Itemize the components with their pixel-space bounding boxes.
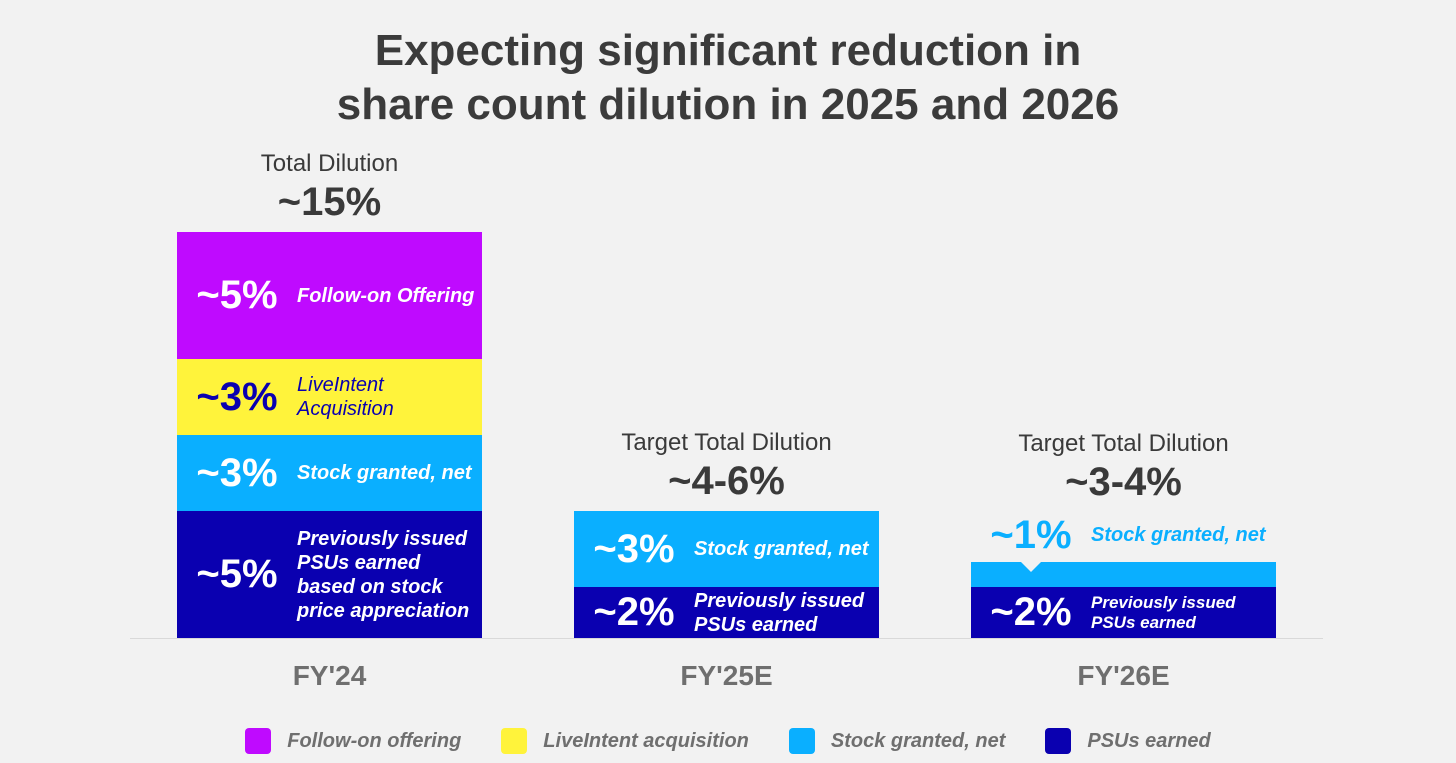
bar-segment: ~5% Previously issued PSUs earned based o… — [177, 511, 482, 638]
bar-segment: ~5% Follow-on Offering — [177, 232, 482, 359]
segment-value-label: ~2% — [990, 590, 1072, 634]
x-axis-baseline — [130, 638, 1323, 639]
bar-segment: ~2% Previously issued PSUs earned — [971, 587, 1276, 638]
segment-value-label: ~5% — [196, 273, 278, 317]
x-tick-label: FY'24 — [292, 660, 367, 691]
legend-swatch — [1045, 728, 1072, 754]
bar-segment: ~3% LiveIntent Acquisition — [177, 359, 482, 435]
bar-segment: ~3% Stock granted, net — [574, 511, 879, 587]
segment-description: Stock granted, net — [297, 462, 472, 484]
x-tick-label: FY'26E — [1077, 660, 1170, 691]
bar-segment — [971, 562, 1276, 587]
segment-value-label: ~3% — [196, 374, 278, 419]
legend-item: LiveIntent acquisition — [501, 728, 749, 754]
segment-description: Stock granted, net — [694, 538, 869, 560]
segment-pointer — [1021, 562, 1041, 572]
legend-label: LiveIntent acquisition — [543, 729, 749, 752]
segment-value-label: ~3% — [593, 526, 675, 571]
legend-swatch — [245, 728, 272, 754]
segment-outside-label: ~1% Stock granted, net — [971, 512, 1265, 558]
segment-description: Follow-on Offering — [297, 284, 475, 307]
segment-description: Previously issued PSUs earned based on s… — [297, 527, 470, 622]
legend-item: Follow-on offering — [245, 728, 461, 754]
legend-label: PSUs earned — [1087, 729, 1211, 752]
legend-label: Stock granted, net — [830, 729, 1006, 752]
segment-description: Stock granted, net — [1091, 523, 1266, 546]
title-line-1: Expecting significant reduction in — [374, 26, 1082, 75]
legend-item: Stock granted, net — [788, 728, 1006, 754]
total-label: Target Total Dilution — [1018, 430, 1229, 457]
legend-label: Follow-on offering — [287, 729, 462, 752]
legend-item: PSUs earned — [1045, 728, 1211, 754]
total-label: Total Dilution — [260, 150, 399, 177]
segment-value-label: ~2% — [593, 590, 675, 634]
total-value-label: ~15% — [277, 180, 382, 224]
legend-swatch — [788, 728, 815, 754]
segment-description: LiveIntent Acquisition — [297, 374, 394, 420]
x-tick-label: FY'25E — [680, 660, 773, 691]
segment-value-label: ~3% — [196, 450, 278, 495]
legend-swatch — [501, 728, 528, 754]
total-value-label: ~3-4% — [1065, 460, 1182, 504]
bar-segment: ~2% Previously issued PSUs earned — [574, 587, 879, 638]
bar-segment: ~3% Stock granted, net — [177, 435, 482, 511]
chart-title: Expecting significant reduction in share… — [0, 24, 1456, 132]
legend: Follow-on offering LiveIntent acquisition… — [0, 728, 1456, 754]
segment-description: Previously issued PSUs earned — [1091, 592, 1236, 632]
segment-description: Previously issued PSUs earned — [694, 589, 865, 636]
segment-value-label: ~5% — [196, 552, 278, 596]
title-line-2: share count dilution in 2025 and 2026 — [336, 80, 1120, 129]
total-label: Target Total Dilution — [621, 429, 832, 456]
total-value-label: ~4-6% — [668, 459, 785, 503]
segment-value-label: ~1% — [990, 512, 1072, 557]
